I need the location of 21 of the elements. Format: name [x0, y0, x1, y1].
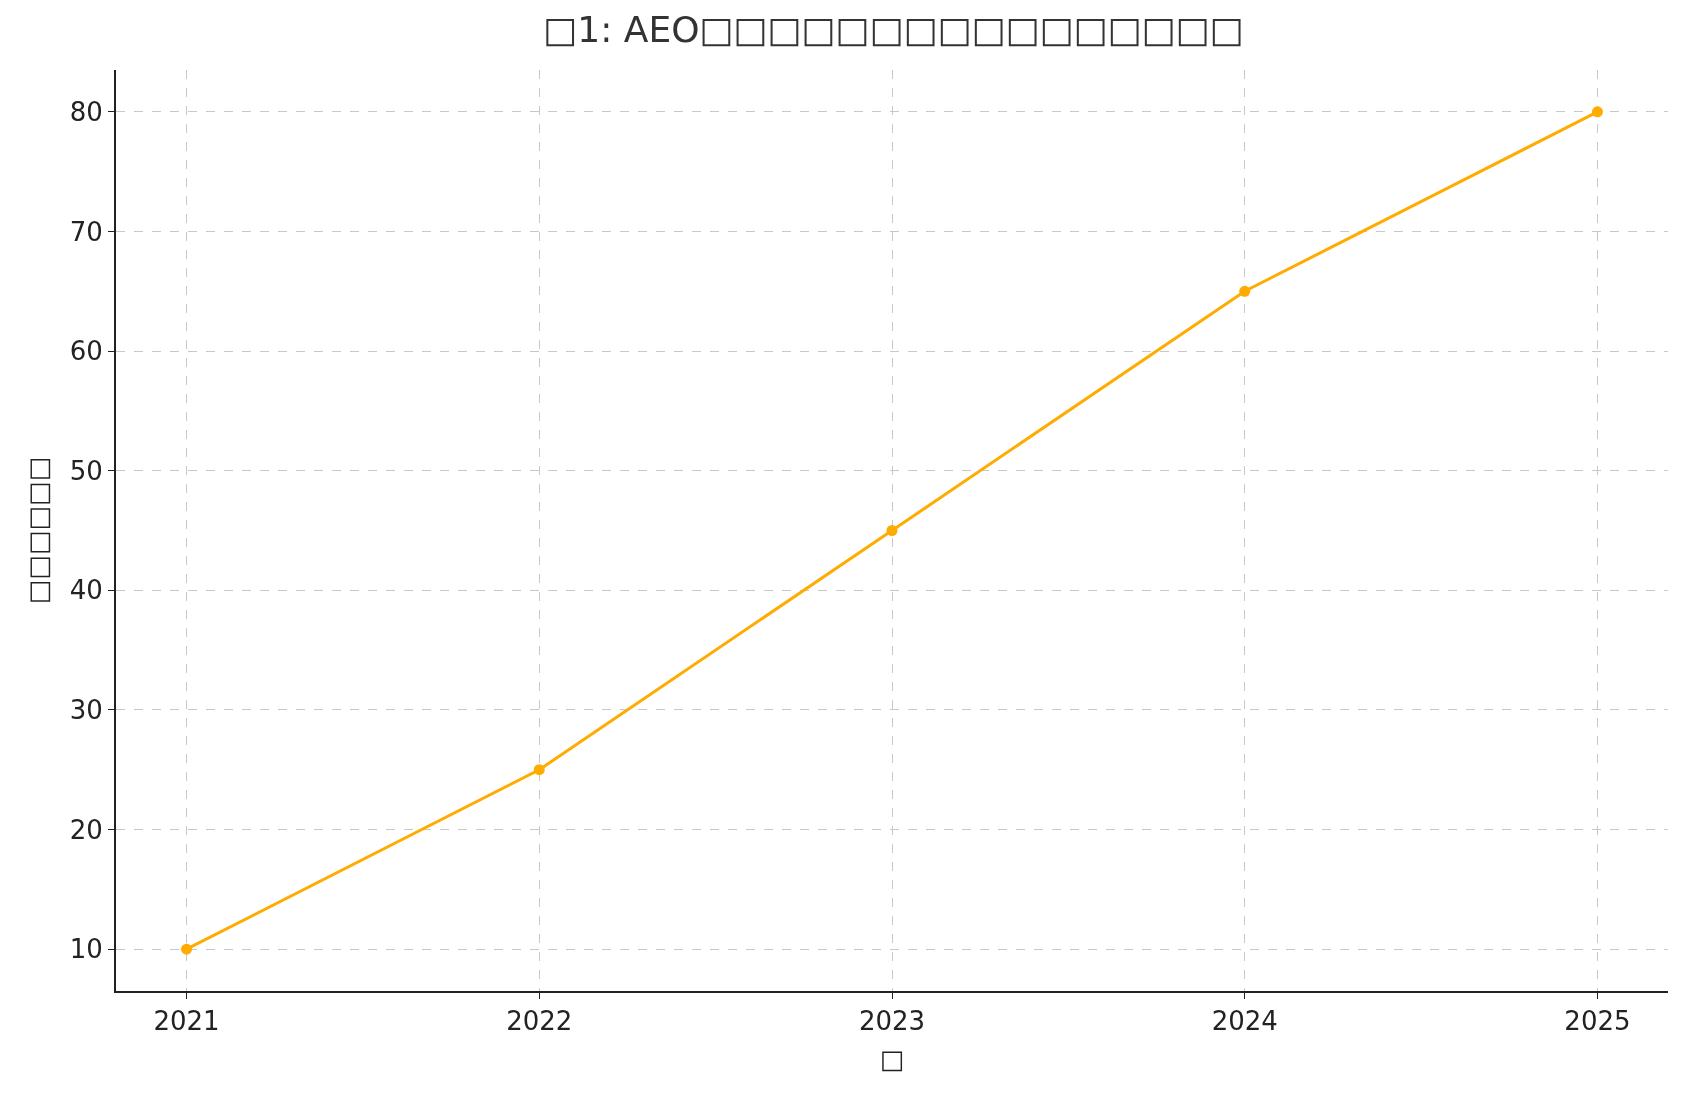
- point: [1239, 285, 1251, 297]
- y-tick-label: 50: [69, 455, 103, 486]
- y-tick-label: 70: [69, 216, 103, 247]
- point: [533, 764, 545, 776]
- y-tick-label: 80: [69, 96, 103, 127]
- y-tick-label: 30: [69, 695, 103, 726]
- point: [1591, 106, 1603, 118]
- x-tick-label: 2023: [858, 1006, 926, 1037]
- chart-title: □1: AEO□□□□□□□□□□□□□□□□: [543, 8, 1244, 50]
- y-tick-label: 10: [69, 934, 103, 965]
- x-tick-label: 2021: [153, 1006, 220, 1037]
- y-tick-label: 40: [69, 575, 103, 606]
- x-axis-title: □: [879, 1044, 905, 1075]
- x-tick-label: 2024: [1211, 1006, 1278, 1037]
- y-axis-title: □□□□□□: [22, 456, 53, 605]
- point: [181, 943, 193, 955]
- point: [886, 525, 898, 536]
- x-tick-label: 2022: [506, 1006, 573, 1037]
- y-tick-label: 20: [69, 814, 103, 845]
- x-tick-label: 2025: [1564, 1006, 1631, 1037]
- y-tick-label: 60: [69, 336, 103, 367]
